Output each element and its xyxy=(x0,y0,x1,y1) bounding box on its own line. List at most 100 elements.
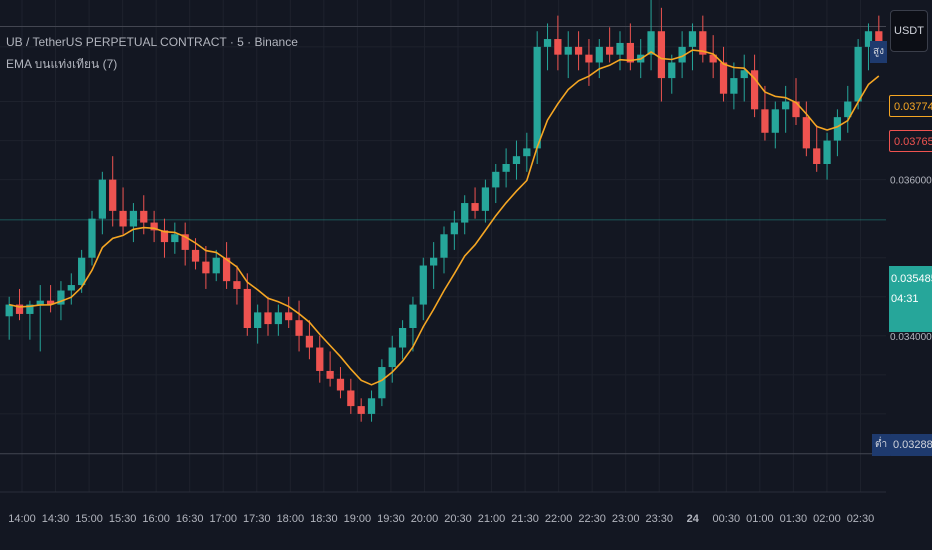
candle-body xyxy=(119,210,127,227)
candle-body xyxy=(88,218,96,258)
reference-lines xyxy=(0,26,886,455)
candle-body xyxy=(419,265,427,305)
current-price-value: 0.035485 xyxy=(891,273,932,285)
candle-body xyxy=(543,39,552,47)
time-tick-label: 21:30 xyxy=(511,513,539,525)
time-tick-label: 19:00 xyxy=(344,513,372,525)
candle-body xyxy=(771,109,779,133)
candle-body xyxy=(5,304,13,317)
candle-body xyxy=(336,378,345,391)
candle-body xyxy=(67,285,75,291)
candle-body xyxy=(709,54,717,63)
time-tick-label: 18:00 xyxy=(277,513,305,525)
time-tick-label: 01:00 xyxy=(746,513,774,525)
price-tick-label: 0.034000 xyxy=(890,332,932,343)
candle-body xyxy=(616,42,624,55)
candle-body xyxy=(409,304,417,328)
time-tick-label: 15:30 xyxy=(109,513,137,525)
candle-body xyxy=(202,261,210,274)
candle-body xyxy=(730,78,738,94)
indicator-label[interactable]: EMA บนแท่งเทียน (7) xyxy=(6,57,118,71)
current-price-tag: 0.035485 04:31 xyxy=(889,266,932,332)
candle-body xyxy=(388,347,396,368)
high-badge: สูง xyxy=(870,41,887,63)
time-tick-label: 22:30 xyxy=(578,513,606,525)
candle-body xyxy=(150,222,158,231)
candle-body xyxy=(316,347,324,371)
candle-body xyxy=(450,222,458,235)
low-badge: ต่ำ xyxy=(872,434,891,456)
time-tick-label: 20:00 xyxy=(411,513,439,525)
candle-body xyxy=(854,46,862,102)
candle-body xyxy=(109,179,117,211)
candle-body xyxy=(564,46,572,55)
candle-body xyxy=(243,288,251,328)
candle-body xyxy=(585,54,593,63)
candle-body xyxy=(233,281,241,289)
time-axis[interactable]: 14:00 14:30 15:00 15:30 16:00 16:30 17:00 17:30… xyxy=(0,491,886,550)
time-tick-label: 18:30 xyxy=(310,513,338,525)
candle-body xyxy=(140,210,148,223)
candle-body xyxy=(274,312,282,325)
candle-body xyxy=(813,148,821,164)
candle-body xyxy=(492,171,500,188)
candle-body xyxy=(378,367,386,399)
candle-body xyxy=(802,117,810,149)
candle-body xyxy=(398,328,407,348)
candle-body xyxy=(15,304,24,314)
time-tick-label: 02:30 xyxy=(847,513,875,525)
time-tick-label: 24 xyxy=(687,513,700,525)
candle-body xyxy=(761,109,769,133)
candle-body xyxy=(36,300,44,305)
candle-body xyxy=(668,62,676,79)
time-tick-label: 16:30 xyxy=(176,513,204,525)
candle-body xyxy=(305,335,314,348)
time-tick-label: 20:30 xyxy=(444,513,472,525)
candle-body xyxy=(699,31,707,55)
candle-body xyxy=(57,290,65,305)
candle-body xyxy=(285,312,293,321)
candle-body xyxy=(678,46,686,63)
candle-body xyxy=(295,320,303,336)
candle-body xyxy=(254,312,262,328)
candle-body xyxy=(512,156,521,164)
countdown-timer: 04:31 xyxy=(891,293,919,305)
candle-body xyxy=(554,39,562,55)
price-tick-label: 0.036000 xyxy=(890,176,932,187)
candle-body xyxy=(688,31,697,47)
candle-body xyxy=(160,230,169,243)
candle-body xyxy=(823,140,831,164)
candle-body xyxy=(367,398,376,414)
candle-body xyxy=(171,234,179,243)
candle-body xyxy=(191,249,200,262)
candle-body xyxy=(98,179,106,219)
candle-body xyxy=(875,31,883,51)
candle-body xyxy=(782,101,790,110)
time-tick-label: 15:00 xyxy=(75,513,103,525)
candle-body xyxy=(471,203,479,211)
close-value-tag: 0.037659 xyxy=(889,130,932,152)
candle-body xyxy=(719,62,728,94)
candle-body xyxy=(440,234,448,258)
candle-body xyxy=(844,101,852,118)
currency-button[interactable]: USDT xyxy=(890,10,928,52)
time-tick-label: 23:00 xyxy=(612,513,640,525)
time-tick-label: 16:00 xyxy=(142,513,170,525)
candle-body xyxy=(181,234,189,250)
time-tick-label: 14:30 xyxy=(42,513,70,525)
symbol-title[interactable]: UB / TetherUS PERPETUAL CONTRACT · 5 · B… xyxy=(6,35,298,49)
candle-body xyxy=(657,31,666,79)
candle-body xyxy=(212,257,220,274)
candle-body xyxy=(533,46,541,149)
time-tick-label: 19:30 xyxy=(377,513,405,525)
candle-body xyxy=(461,203,469,223)
candle-body xyxy=(647,31,655,55)
time-tick-label: 02:00 xyxy=(813,513,841,525)
candle-body xyxy=(46,300,55,305)
candle-body xyxy=(78,257,86,286)
time-tick-label: 01:30 xyxy=(780,513,808,525)
candle-body xyxy=(481,187,490,211)
candle-body xyxy=(740,70,748,79)
time-axis-bg xyxy=(0,492,886,550)
